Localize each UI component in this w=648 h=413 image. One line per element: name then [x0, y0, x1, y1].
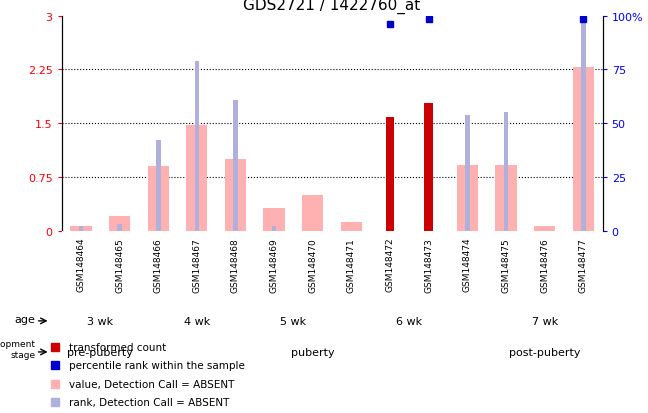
Text: percentile rank within the sample: percentile rank within the sample — [69, 361, 245, 370]
Bar — [109, 217, 130, 231]
Bar — [457, 166, 478, 231]
Text: GSM148477: GSM148477 — [579, 237, 588, 292]
Bar — [424, 104, 433, 231]
Bar — [426, 109, 431, 231]
Text: GSM148466: GSM148466 — [154, 237, 163, 292]
Text: value, Detection Call = ABSENT: value, Detection Call = ABSENT — [69, 379, 235, 389]
Bar — [573, 68, 594, 231]
Text: rank, Detection Call = ABSENT: rank, Detection Call = ABSENT — [69, 397, 229, 407]
Text: GSM148473: GSM148473 — [424, 237, 434, 292]
Bar — [78, 226, 83, 231]
Text: GSM148464: GSM148464 — [76, 237, 86, 292]
Text: GSM148476: GSM148476 — [540, 237, 549, 292]
Text: GSM148465: GSM148465 — [115, 237, 124, 292]
Bar — [465, 115, 470, 231]
Bar — [341, 223, 362, 231]
Bar — [117, 224, 122, 231]
Text: GSM148467: GSM148467 — [192, 237, 202, 292]
Text: GSM148475: GSM148475 — [502, 237, 511, 292]
Text: 5 wk: 5 wk — [281, 316, 307, 326]
Text: 6 wk: 6 wk — [397, 316, 422, 326]
Text: 7 wk: 7 wk — [531, 316, 558, 326]
Text: puberty: puberty — [291, 347, 334, 357]
Text: GSM148471: GSM148471 — [347, 237, 356, 292]
Bar — [194, 62, 199, 231]
Text: post-puberty: post-puberty — [509, 347, 581, 357]
Bar — [581, 20, 586, 231]
Bar — [386, 118, 395, 231]
Text: 4 wk: 4 wk — [183, 316, 210, 326]
Bar — [495, 166, 516, 231]
Text: GSM148470: GSM148470 — [308, 237, 318, 292]
Text: transformed count: transformed count — [69, 342, 166, 352]
Text: GSM148472: GSM148472 — [386, 237, 395, 292]
Text: GSM148474: GSM148474 — [463, 237, 472, 292]
Bar — [225, 160, 246, 231]
Bar — [186, 126, 207, 231]
Text: 3 wk: 3 wk — [87, 316, 113, 326]
Text: pre-puberty: pre-puberty — [67, 347, 133, 357]
Bar — [233, 100, 238, 231]
Text: age: age — [15, 315, 36, 325]
Bar — [302, 195, 323, 231]
Bar — [272, 226, 277, 231]
Bar — [503, 113, 508, 231]
Text: GSM148468: GSM148468 — [231, 237, 240, 292]
Bar — [70, 226, 91, 231]
Bar — [264, 209, 284, 231]
Bar — [148, 167, 169, 231]
Text: development
stage: development stage — [0, 339, 36, 358]
Bar — [156, 140, 161, 231]
Text: GSM148469: GSM148469 — [270, 237, 279, 292]
Title: GDS2721 / 1422760_at: GDS2721 / 1422760_at — [244, 0, 421, 14]
Bar — [534, 226, 555, 231]
